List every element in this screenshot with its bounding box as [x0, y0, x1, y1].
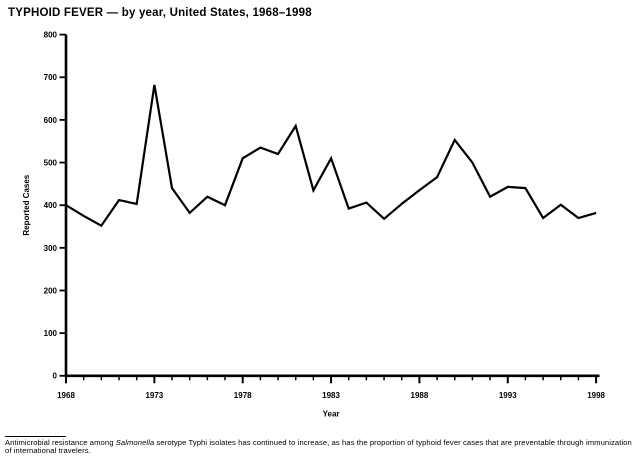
y-tick-label: 0 [53, 372, 58, 381]
y-tick-label: 400 [44, 201, 58, 210]
y-tick-label: 300 [44, 244, 58, 253]
y-tick-label: 100 [44, 329, 58, 338]
y-tick-label: 500 [44, 158, 58, 167]
footnote: Antimicrobial resistance among Salmonell… [5, 436, 637, 456]
y-tick-label: 600 [44, 116, 58, 125]
footnote-text-part1: Antimicrobial resistance among [5, 438, 116, 447]
x-tick-label: 1988 [411, 391, 429, 400]
y-tick-label: 700 [44, 73, 58, 82]
x-axis-title: Year [323, 410, 340, 419]
x-tick-label: 1973 [145, 391, 163, 400]
footnote-italic-term: Salmonella [115, 438, 155, 447]
x-tick-label: 1968 [57, 391, 75, 400]
typhoid-cases-line [65, 84, 597, 228]
y-tick-label: 200 [44, 286, 58, 295]
footnote-rule [5, 436, 66, 437]
x-tick-label: 1983 [322, 391, 340, 400]
footnote-text-part2: serotype Typhi isolates has continued to… [5, 438, 632, 456]
y-tick-label: 800 [44, 31, 58, 40]
y-axis-title: Reported Cases [22, 174, 31, 235]
chart-svg: 0 100 200 300 400 500 600 700 800 1968 1973 1978 198… [22, 31, 606, 419]
x-tick-label: 1998 [587, 391, 605, 400]
chart-title: TYPHOID FEVER — by year, United States, … [8, 7, 312, 19]
footnote-text: Antimicrobial resistance among Salmonell… [5, 438, 637, 456]
x-tick-label: 1993 [499, 391, 517, 400]
x-tick-label: 1978 [234, 391, 252, 400]
